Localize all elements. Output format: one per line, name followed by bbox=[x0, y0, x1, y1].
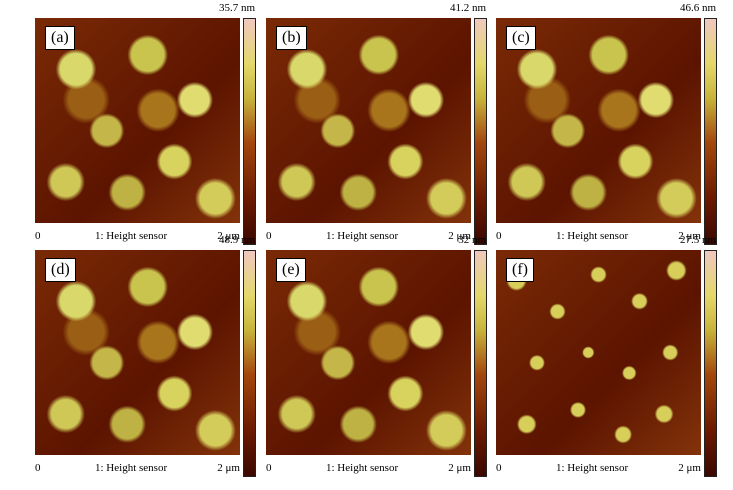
axis-zero-a: 0 bbox=[35, 230, 41, 242]
sensor-label-e: 1: Height sensor bbox=[326, 462, 399, 474]
afm-panel-b: (b) 41.2 nm 0 1: Height sensor 2 μm bbox=[266, 2, 498, 258]
colorbar-e: 32 nm bbox=[458, 234, 487, 477]
afm-image-d bbox=[35, 250, 240, 455]
panel-label-c: (c) bbox=[506, 26, 536, 50]
scale-label-f: 2 μm bbox=[678, 462, 701, 474]
colorbar-max-b: 41.2 nm bbox=[449, 2, 486, 14]
panel-label-a: (a) bbox=[45, 26, 75, 50]
sensor-label-b: 1: Height sensor bbox=[326, 230, 399, 242]
axis-zero-e: 0 bbox=[266, 462, 272, 474]
axis-zero-c: 0 bbox=[496, 230, 502, 242]
colorbar-max-f: 27.5 nm bbox=[679, 234, 716, 246]
scale-label-c: 2 μm bbox=[678, 230, 701, 242]
colorbar-c: 46.6 nm bbox=[680, 2, 717, 245]
sensor-label-f: 1: Height sensor bbox=[556, 462, 629, 474]
axis-zero-d: 0 bbox=[35, 462, 41, 474]
colorbar-f: 27.5 nm bbox=[680, 234, 717, 477]
colorbar-max-c: 46.6 nm bbox=[679, 2, 716, 14]
panel-label-e: (e) bbox=[276, 258, 306, 282]
colorbar-a: 35.7 nm bbox=[219, 2, 256, 245]
afm-image-c bbox=[496, 18, 701, 223]
scale-label-d: 2 μm bbox=[217, 462, 240, 474]
panel-label-f: (f) bbox=[506, 258, 534, 282]
colorbar-b: 41.2 nm bbox=[450, 2, 487, 245]
scale-label-a: 2 μm bbox=[217, 230, 240, 242]
panel-label-d: (d) bbox=[45, 258, 76, 282]
colorbar-max-a: 35.7 nm bbox=[218, 2, 255, 14]
afm-panel-c: (c) 46.6 nm 0 1: Height sensor 2 μm bbox=[496, 2, 728, 258]
colorbar-max-e: 32 nm bbox=[458, 234, 486, 246]
afm-panel-d: (d) 48.9 nm 0 1: Height sensor 2 μm bbox=[35, 234, 267, 490]
sensor-label-c: 1: Height sensor bbox=[556, 230, 629, 242]
axis-zero-f: 0 bbox=[496, 462, 502, 474]
colorbar-max-d: 48.9 nm bbox=[218, 234, 255, 246]
afm-image-f bbox=[496, 250, 701, 455]
scale-label-e: 2 μm bbox=[448, 462, 471, 474]
afm-image-e bbox=[266, 250, 471, 455]
axis-zero-b: 0 bbox=[266, 230, 272, 242]
afm-panel-a: (a) 35.7 nm 0 1: Height sensor 2 μm bbox=[35, 2, 267, 258]
afm-image-b bbox=[266, 18, 471, 223]
panel-label-b: (b) bbox=[276, 26, 307, 50]
afm-image-a bbox=[35, 18, 240, 223]
afm-panel-e: (e) 32 nm 0 1: Height sensor 2 μm bbox=[266, 234, 498, 490]
scale-label-b: 2 μm bbox=[448, 230, 471, 242]
afm-panel-f: (f) 27.5 nm 0 1: Height sensor 2 μm bbox=[496, 234, 728, 490]
colorbar-d: 48.9 nm bbox=[219, 234, 256, 477]
sensor-label-d: 1: Height sensor bbox=[95, 462, 168, 474]
sensor-label-a: 1: Height sensor bbox=[95, 230, 168, 242]
